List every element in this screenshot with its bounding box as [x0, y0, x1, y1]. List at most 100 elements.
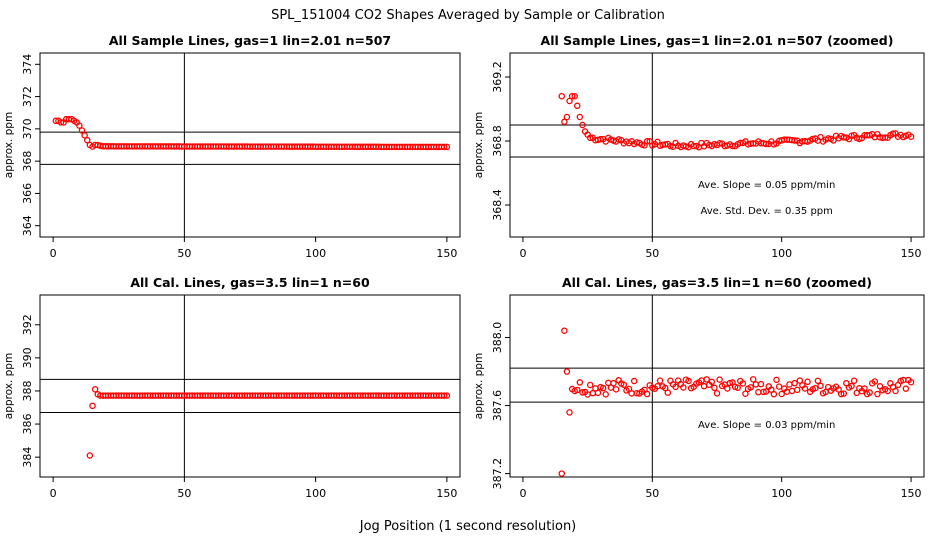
data-point: [586, 134, 594, 142]
data-point: [628, 390, 635, 397]
data-point: [86, 452, 94, 459]
data-point: [726, 379, 734, 387]
data-point: [814, 377, 822, 385]
data-point: [76, 122, 83, 129]
y-tick-label: 386: [21, 414, 34, 435]
data-point: [884, 387, 892, 395]
panel-title: All Sample Lines, gas=1 lin=2.01 n=507: [109, 33, 391, 48]
data-point: [563, 368, 571, 375]
data-point: [762, 140, 770, 148]
data-point: [568, 92, 576, 100]
data-point: [656, 377, 664, 384]
plot-frame: [39, 52, 461, 238]
data-point: [881, 134, 889, 141]
y-tick-label: 372: [21, 86, 34, 107]
plot-frame: [39, 294, 461, 478]
y-tick-label: 368: [21, 151, 34, 172]
y-tick-label: 370: [21, 118, 34, 139]
data-point: [630, 377, 638, 385]
plot-frame: [509, 52, 925, 238]
panel-title: All Sample Lines, gas=1 lin=2.01 n=507 (…: [541, 33, 894, 48]
data-point: [713, 390, 721, 397]
y-axis-label: approx. ppm: [3, 353, 15, 419]
data-point: [440, 143, 448, 151]
data-point: [78, 127, 86, 134]
y-axis-label: approx. ppm: [473, 112, 485, 178]
panel-sample-lines: All Sample Lines, gas=1 lin=2.01 n=507 ap…: [3, 33, 461, 260]
figure-title: SPL_151004 CO2 Shapes Averaged by Sample…: [271, 8, 665, 23]
data-point: [778, 390, 785, 398]
data-point: [579, 121, 586, 129]
data-point: [81, 132, 88, 139]
figure-xlabel: Jog Position (1 second resolution): [359, 519, 577, 534]
data-point: [566, 409, 573, 416]
data-point: [747, 384, 754, 391]
data-point: [708, 378, 716, 386]
y-tick-label: 369.2: [491, 61, 504, 93]
x-tick-label: 150: [436, 487, 457, 500]
data-point: [749, 376, 757, 383]
data-point: [812, 384, 819, 392]
data-point: [703, 376, 710, 383]
data-point: [91, 386, 99, 393]
data-point: [716, 139, 723, 147]
data-point: [907, 378, 915, 386]
data-point: [752, 381, 760, 388]
annotation: Ave. Slope = 0.03 ppm/min: [698, 420, 835, 431]
data-point: [907, 133, 915, 140]
data-point: [561, 327, 568, 334]
data-point: [566, 97, 573, 105]
data-point: [57, 119, 65, 126]
y-tick-label: 364: [21, 215, 34, 236]
data-point: [586, 381, 594, 389]
data-point: [889, 130, 897, 137]
data-point: [84, 136, 91, 144]
data-point: [558, 470, 566, 477]
panel-sample-lines-zoomed: All Sample Lines, gas=1 lin=2.01 n=507 (…: [473, 33, 925, 260]
data-point: [685, 377, 692, 385]
data-point: [561, 118, 568, 126]
data-point: [576, 113, 584, 121]
data-point: [892, 387, 899, 395]
data-point: [760, 388, 767, 396]
data-point: [848, 382, 855, 390]
data-point: [902, 385, 910, 392]
x-tick-label: 50: [645, 487, 659, 500]
panel-cal-lines: All Cal. Lines, gas=3.5 lin=1 n=60 approx…: [3, 275, 461, 500]
x-tick-label: 100: [305, 247, 326, 260]
data-point: [579, 389, 586, 396]
data-point: [558, 92, 566, 100]
data-point: [576, 379, 584, 386]
data-point: [716, 376, 723, 383]
x-tick-label: 50: [645, 247, 659, 260]
x-tick-label: 150: [901, 487, 922, 500]
data-point: [440, 392, 448, 399]
panel-title: All Cal. Lines, gas=3.5 lin=1 n=60: [130, 275, 370, 290]
data-point: [791, 137, 798, 144]
data-point: [711, 384, 718, 392]
data-point: [742, 390, 749, 397]
y-axis-label: approx. ppm: [473, 353, 485, 419]
y-tick-label: 384: [21, 447, 34, 468]
data-point: [643, 390, 651, 398]
y-tick-label: 388.0: [491, 322, 504, 354]
x-tick-label: 50: [177, 487, 191, 500]
data-point: [817, 382, 824, 390]
data-point: [866, 389, 873, 396]
panel-cal-lines-zoomed: All Cal. Lines, gas=3.5 lin=1 n=60 (zoom…: [473, 275, 925, 500]
data-point: [739, 380, 747, 387]
data-point: [835, 386, 842, 393]
data-point: [664, 389, 672, 396]
data-point: [861, 385, 868, 392]
data-point: [773, 376, 780, 384]
data-point: [680, 384, 687, 391]
data-point: [571, 92, 578, 100]
data-point: [791, 379, 798, 387]
x-tick-label: 100: [305, 487, 326, 500]
panel-title: All Cal. Lines, gas=3.5 lin=1 n=60 (zoom…: [562, 275, 872, 290]
data-point: [804, 378, 811, 386]
data-point: [770, 390, 778, 398]
data-point: [620, 381, 628, 388]
x-tick-label: 50: [177, 247, 191, 260]
